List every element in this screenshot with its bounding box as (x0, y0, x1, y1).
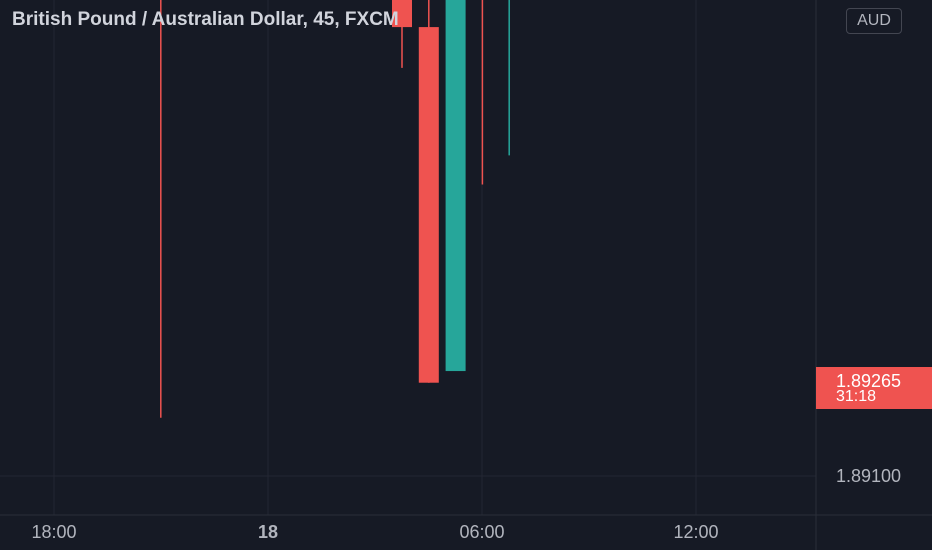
candle[interactable] (499, 0, 519, 156)
y-tick-label: 1.89100 (836, 466, 901, 486)
candle[interactable] (418, 0, 439, 383)
current-price-value: 1.89265 (836, 371, 902, 391)
candle-body (392, 0, 412, 28)
x-tick-label: 18:00 (31, 522, 76, 542)
chart-title: British Pound / Australian Dollar, 45, F… (12, 9, 399, 30)
candle[interactable] (445, 0, 466, 372)
bar-countdown: 31:18 (836, 388, 877, 405)
candle[interactable] (472, 0, 492, 185)
candle-body (418, 27, 439, 383)
x-tick-label: 06:00 (459, 522, 504, 542)
grid-layer (0, 0, 816, 515)
current-price-label: 1.89265 31:18 (816, 367, 932, 409)
candle[interactable] (151, 0, 171, 418)
x-tick-label: 18 (258, 522, 278, 542)
candle-layer (151, 0, 519, 418)
x-tick-label: 12:00 (673, 522, 718, 542)
candle-body (445, 0, 466, 372)
candle[interactable] (392, 0, 412, 68)
currency-badge[interactable]: AUD (846, 8, 902, 34)
